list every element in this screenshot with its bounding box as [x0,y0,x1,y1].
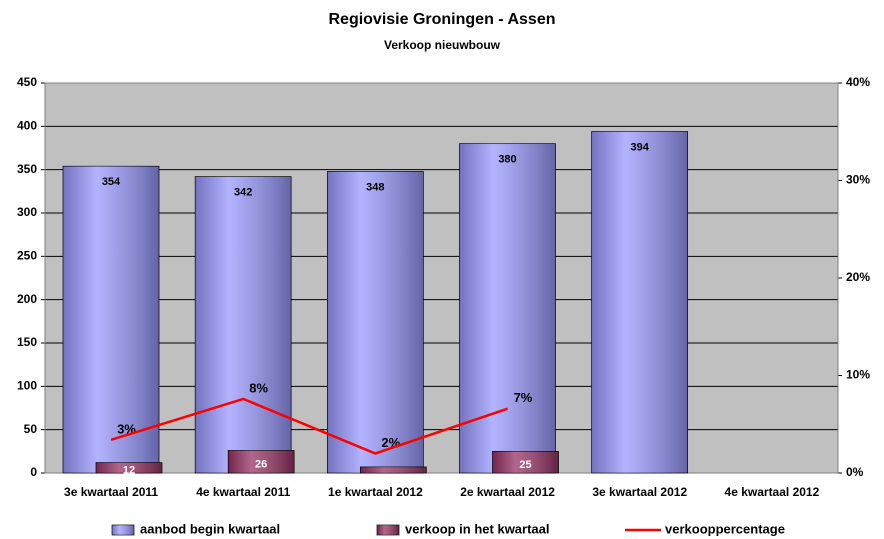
y-tick-label: 100 [17,379,37,393]
bar-shade [195,176,292,473]
y2-tick-label: 30% [846,173,870,187]
legend-shade [112,525,134,535]
data-label: 12 [123,465,135,477]
y2-tick-label: 40% [846,75,870,89]
bar-shade [492,451,559,473]
plot-border [44,82,839,474]
y-tick-label: 200 [17,292,37,306]
data-label: 394 [630,141,649,153]
data-label: 354 [102,176,121,188]
bar-shade [360,466,427,473]
data-label: 26 [255,459,267,471]
y2-tick-label: 20% [846,270,870,284]
data-label: 25 [519,459,531,471]
x-tick-label: 4e kwartaal 2012 [725,485,820,499]
plot-area [45,83,838,473]
y2-tick-label: 10% [846,368,870,382]
legend-shade [377,525,399,535]
y-tick-label: 250 [17,249,37,263]
x-tick-label: 2e kwartaal 2012 [460,485,555,499]
bar-shade [327,171,424,473]
bar-shade [591,131,688,474]
y-tick-label: 150 [17,335,37,349]
y-tick-label: 350 [17,162,37,176]
x-tick-label: 4e kwartaal 2011 [196,485,290,499]
y2-tick-label: 0% [846,465,864,479]
chart-subtitle: Verkoop nieuwbouw [384,38,501,52]
y-tick-label: 0 [30,465,37,479]
bar-shade [63,166,159,473]
line [110,397,508,455]
y-tick-label: 50 [24,422,38,436]
bar-shade [96,462,162,473]
y-tick-label: 300 [17,205,37,219]
y-tick-label: 400 [17,119,37,133]
x-tick-label: 3e kwartaal 2012 [592,485,687,499]
legend-label: verkooppercentage [665,521,785,536]
legend-label: verkoop in het kwartaal [405,521,550,536]
bar-shade [459,143,556,473]
chart-title: Regiovisie Groningen - Assen [328,11,555,28]
data-label: 380 [498,154,516,166]
data-label: 348 [366,181,384,193]
x-tick-label: 3e kwartaal 2011 [64,485,158,499]
bar-shade [228,450,295,473]
data-label: 8% [249,380,268,395]
y-tick-label: 450 [17,75,37,89]
data-label: 342 [234,187,252,199]
data-label: 7% [514,390,533,405]
legend-label: aanbod begin kwartaal [140,521,280,536]
x-tick-label: 1e kwartaal 2012 [328,485,423,499]
